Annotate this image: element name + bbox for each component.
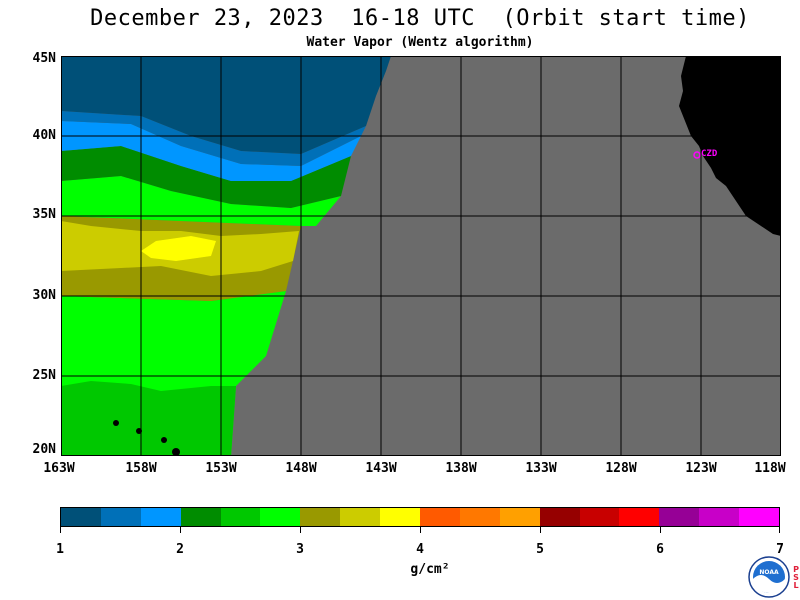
psl-mark-p: P (793, 565, 799, 574)
colorbar (60, 507, 780, 527)
colorbar-tick-3 (300, 527, 301, 533)
swath-band-darkgreen-south (61, 381, 236, 456)
colorbar-tick-5 (540, 527, 541, 533)
water-vapor-swath (61, 56, 391, 456)
colorbar-tick-7 (779, 527, 780, 533)
colorbar-cell-7 (300, 508, 341, 526)
colorbar-cell-14 (579, 508, 620, 526)
map-frame (61, 56, 781, 456)
island-kauai (113, 420, 119, 426)
colorbar-cell-11 (459, 508, 500, 526)
psl-mark-l: L (793, 581, 799, 590)
colorbar-cell-18 (739, 508, 780, 526)
colorbar-cell-15 (619, 508, 660, 526)
lon-label-148w: 148W (285, 461, 317, 476)
colorbar-tick-6 (660, 527, 661, 533)
noaa-logo-text: NOAA (759, 569, 779, 576)
colorbar-cell-17 (699, 508, 740, 526)
colorbar-cell-9 (380, 508, 421, 526)
colorbar-unit: g/cm² (410, 562, 450, 577)
colorbar-label-3: 3 (296, 542, 304, 557)
lat-label-20n: 20N (32, 442, 56, 457)
station-czd-marker (693, 151, 701, 159)
island-maui (161, 437, 167, 443)
swath-band-bright-green (61, 291, 286, 356)
colorbar-cell-1 (61, 508, 101, 526)
colorbar-cell-5 (220, 508, 261, 526)
colorbar-cell-10 (420, 508, 460, 526)
map-title: December 23, 2023 16-18 UTC (Orbit start… (90, 6, 750, 31)
colorbar-cell-4 (180, 508, 221, 526)
colorbar-tick-1 (60, 527, 61, 533)
water-vapor-map: CZD (61, 56, 781, 456)
swath-band-yellow (141, 236, 216, 261)
north-america-land (679, 56, 781, 236)
psl-mark-s: S (793, 573, 799, 582)
island-hawaii (172, 448, 180, 456)
lat-label-35n: 35N (32, 207, 56, 222)
colorbar-cell-6 (260, 508, 301, 526)
lon-label-138w: 138W (445, 461, 477, 476)
colorbar-cell-3 (140, 508, 181, 526)
lat-label-25n: 25N (32, 368, 56, 383)
swath-band-darkblue (61, 56, 391, 154)
colorbar-cell-12 (499, 508, 540, 526)
swath-band-green-mid (61, 176, 341, 226)
map-subtitle: Water Vapor (Wentz algorithm) (306, 35, 534, 50)
station-czd-label: CZD (701, 149, 718, 159)
lat-label-30n: 30N (32, 288, 56, 303)
colorbar-label-5: 5 (536, 542, 544, 557)
colorbar-label-1: 1 (56, 542, 64, 557)
psl-mark: P S L (792, 566, 800, 590)
lat-label-45n: 45N (32, 51, 56, 66)
colorbar-cell-13 (539, 508, 580, 526)
lon-label-158w: 158W (125, 461, 157, 476)
colorbar-label-6: 6 (656, 542, 664, 557)
colorbar-label-2: 2 (176, 542, 184, 557)
colorbar-cell-16 (659, 508, 700, 526)
lon-label-163w: 163W (43, 461, 75, 476)
swath-band-darkgreen-north (61, 146, 351, 208)
map-grid (61, 56, 781, 456)
colorbar-tick-2 (180, 527, 181, 533)
colorbar-label-7: 7 (776, 542, 784, 557)
lon-label-128w: 128W (605, 461, 637, 476)
noaa-logo: NOAA (748, 556, 790, 598)
lon-label-133w: 133W (525, 461, 557, 476)
colorbar-tick-4 (420, 527, 421, 533)
lon-label-143w: 143W (365, 461, 397, 476)
swath-band-midblue (61, 111, 366, 166)
colorbar-cell-2 (100, 508, 141, 526)
colorbar-label-4: 4 (416, 542, 424, 557)
lon-label-123w: 123W (685, 461, 717, 476)
lon-label-118w: 118W (754, 461, 786, 476)
lat-label-40n: 40N (32, 128, 56, 143)
lon-label-153w: 153W (205, 461, 237, 476)
colorbar-cell-8 (340, 508, 381, 526)
